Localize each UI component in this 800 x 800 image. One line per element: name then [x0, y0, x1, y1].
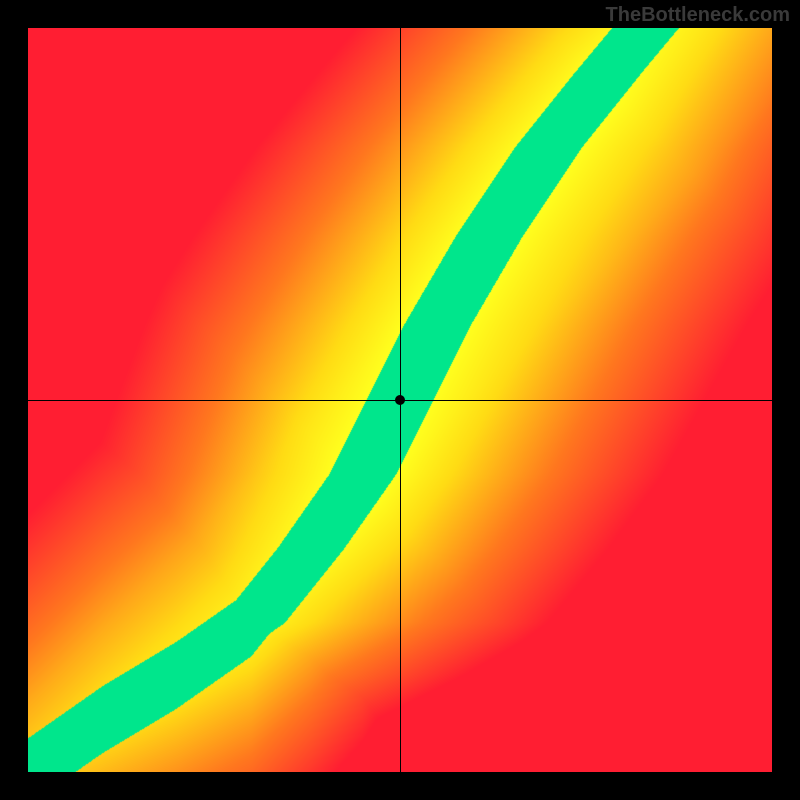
center-marker	[395, 395, 405, 405]
heatmap-frame	[28, 28, 772, 772]
watermark-text: TheBottleneck.com	[606, 4, 790, 27]
